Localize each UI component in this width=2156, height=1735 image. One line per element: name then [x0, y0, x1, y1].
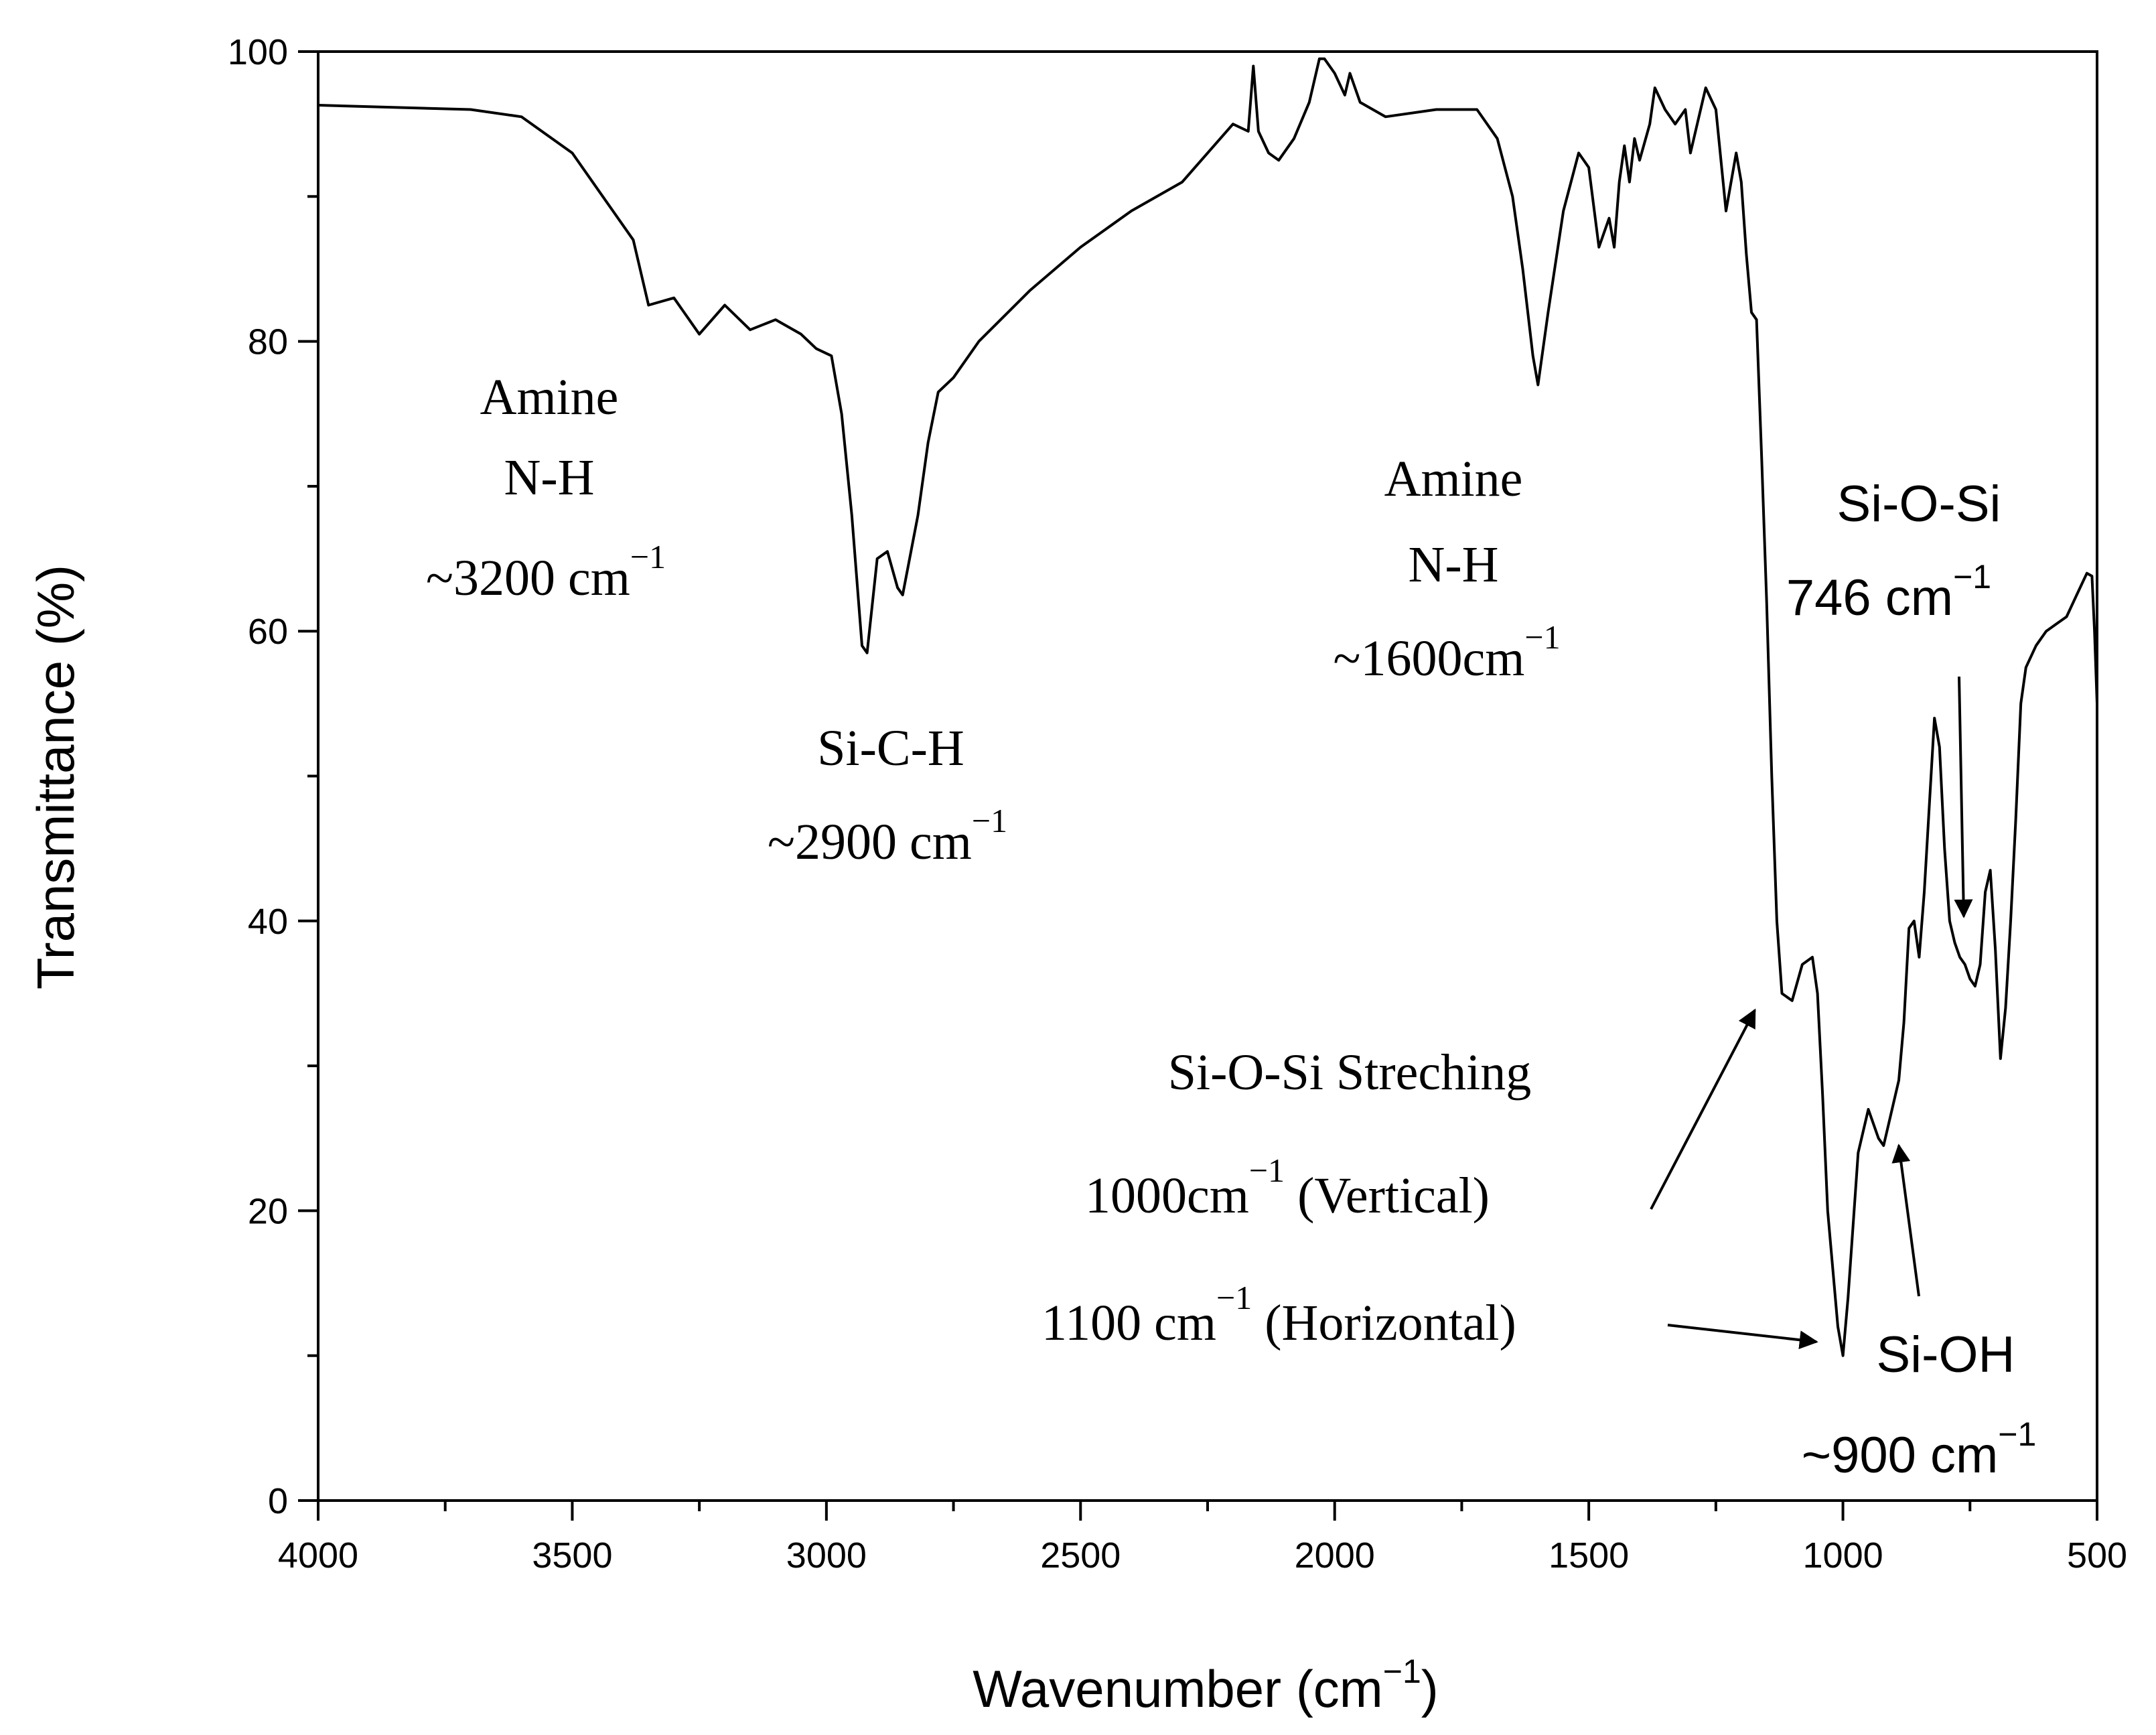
annotation-sich: Si-C-H ~2900 cm−1 [768, 720, 1007, 870]
x-tick-label: 3500 [532, 1535, 612, 1576]
y-tick-label: 60 [248, 612, 288, 652]
svg-text:1000cm−1 (Vertical): 1000cm−1 (Vertical) [1085, 1152, 1490, 1224]
svg-text:~1600cm−1: ~1600cm−1 [1333, 618, 1560, 687]
x-tick-label: 500 [2067, 1535, 2127, 1576]
svg-text:Si-OH: Si-OH [1877, 1326, 2015, 1383]
arrow-horizontal [1667, 1324, 1818, 1350]
y-tick-label: 0 [268, 1481, 288, 1521]
annotation-amine-nh-3200: Amine N-H ~3200 cm−1 [426, 369, 666, 606]
spectrum-line [317, 57, 2098, 1357]
svg-text:746 cm−1: 746 cm−1 [1786, 558, 1991, 626]
y-tick-label: 80 [248, 322, 288, 362]
annotation-sioh: Si-OH ~900 cm−1 [1802, 1326, 2037, 1484]
y-tick-label: 20 [248, 1191, 288, 1231]
arrow-siosi-746 [1954, 676, 1973, 918]
svg-text:Si-O-Si: Si-O-Si [1837, 476, 2001, 533]
x-tick-label: 4000 [278, 1535, 358, 1576]
x-tick-label: 1000 [1803, 1535, 1883, 1576]
svg-text:N-H: N-H [504, 449, 594, 506]
x-axis-title: Wavenumber (cm−1) [973, 1653, 1439, 1718]
annotation-siosi-746: Si-O-Si 746 cm−1 [1786, 476, 2001, 626]
annotation-siosi-stretching: Si-O-Si Streching 1000cm−1 (Vertical) 11… [1041, 1044, 1531, 1351]
arrow-vertical [1650, 1008, 1756, 1210]
svg-text:~3200 cm−1: ~3200 cm−1 [426, 538, 666, 606]
svg-text:Amine: Amine [1384, 451, 1523, 507]
svg-text:Si-C-H: Si-C-H [817, 720, 964, 776]
svg-text:1100 cm−1 (Horizontal): 1100 cm−1 (Horizontal) [1041, 1279, 1516, 1351]
x-tick-label: 1500 [1549, 1535, 1629, 1576]
svg-text:~900 cm−1: ~900 cm−1 [1802, 1415, 2037, 1484]
svg-text:N-H: N-H [1408, 537, 1498, 593]
x-tick-label: 2000 [1295, 1535, 1375, 1576]
y-axis-title: Transmittance (%) [26, 565, 85, 989]
svg-text:~2900 cm−1: ~2900 cm−1 [768, 802, 1007, 870]
x-tick-label: 3000 [786, 1535, 867, 1576]
y-tick-label: 40 [248, 902, 288, 942]
arrow-sioh [1891, 1143, 1920, 1297]
x-tick-label: 2500 [1040, 1535, 1121, 1576]
svg-text:Amine: Amine [480, 369, 619, 425]
svg-text:Si-O-Si Streching: Si-O-Si Streching [1168, 1044, 1532, 1101]
axis-ticks [298, 50, 2098, 1521]
y-tick-label: 100 [228, 32, 288, 72]
plot-frame [317, 50, 2098, 1502]
axis-tick-labels: 4000 3500 3000 2500 2000 1500 1000 500 0 20 40 60 80… [228, 32, 2127, 1576]
annotation-amine-nh-1600: Amine N-H ~1600cm−1 [1333, 451, 1560, 687]
